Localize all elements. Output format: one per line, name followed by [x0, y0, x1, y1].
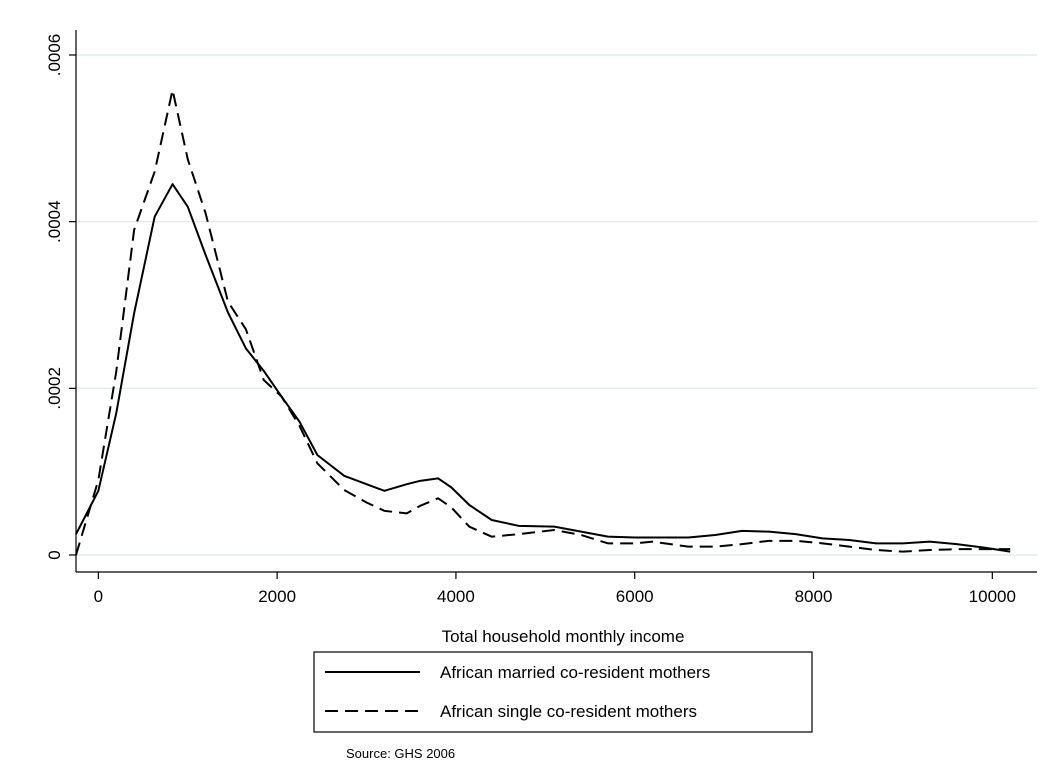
x-tick-label: 4000 — [437, 587, 475, 606]
legend: African married co-resident mothers Afri… — [313, 651, 813, 733]
source-note: Source: GHS 2006 — [346, 746, 455, 761]
x-axis-title: Total household monthly income — [442, 627, 685, 646]
y-tick-label: 0 — [45, 550, 64, 559]
series-line-single — [75, 89, 1011, 556]
y-tick-label: .0002 — [45, 367, 64, 410]
axes — [75, 30, 1037, 573]
x-tick-label: 2000 — [258, 587, 296, 606]
legend-box — [313, 651, 813, 733]
x-tick-label: 6000 — [616, 587, 654, 606]
x-tick-label: 10000 — [969, 587, 1016, 606]
tick-layer: 0 .0002 .0004 .0006 0 2000 4000 6000 8000 10000 — [45, 34, 1016, 606]
series-layer — [75, 89, 1011, 556]
gridlines — [76, 54, 1037, 556]
x-tick-label: 8000 — [795, 587, 833, 606]
legend-label-single: African single co-resident mothers — [440, 702, 697, 721]
y-tick-label: .0006 — [45, 34, 64, 77]
series-line-married — [75, 183, 1011, 553]
x-tick-label: 0 — [94, 587, 103, 606]
legend-label-married: African married co-resident mothers — [440, 663, 710, 682]
y-tick-label: .0004 — [45, 200, 64, 243]
